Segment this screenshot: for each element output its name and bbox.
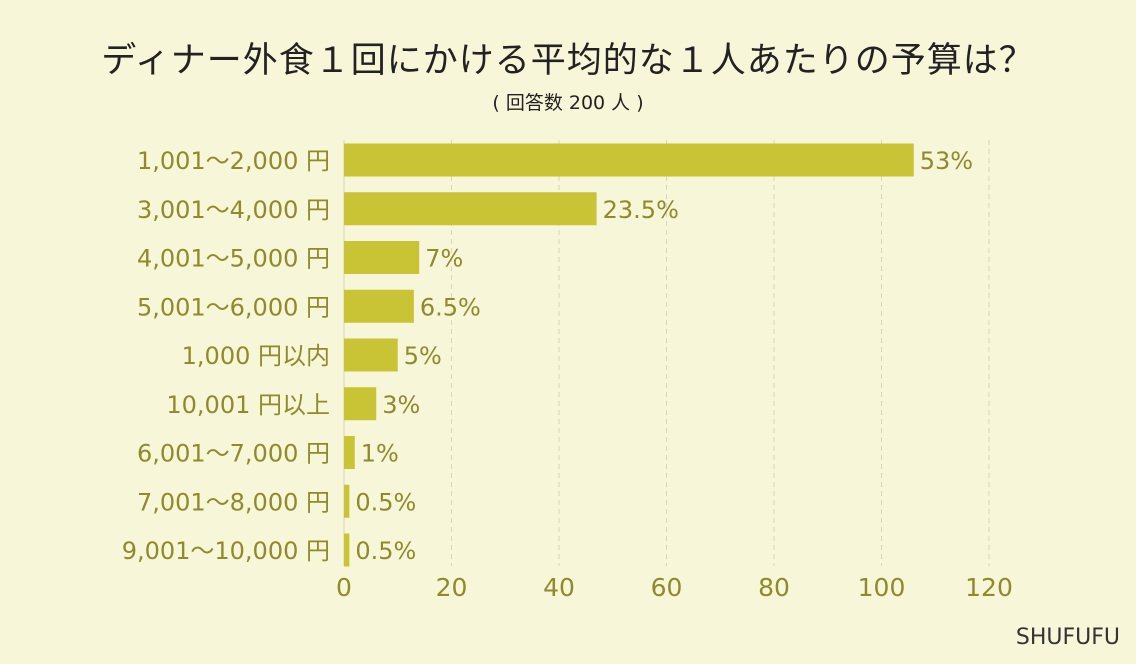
x-tick-label: 80 bbox=[758, 573, 790, 602]
bar bbox=[344, 289, 414, 323]
x-tick-label: 120 bbox=[965, 573, 1013, 602]
data-label: 6.5% bbox=[420, 293, 481, 321]
category-label: 10,001 円以上 bbox=[166, 391, 330, 419]
bar bbox=[344, 533, 350, 567]
data-label: 5% bbox=[404, 342, 442, 370]
category-label: 1,000 円以内 bbox=[182, 342, 330, 370]
chart-title: ディナー外食１回にかける平均的な１人あたりの予算は？ bbox=[101, 41, 1035, 81]
x-tick-label: 20 bbox=[436, 573, 468, 602]
chart-subtitle: ( 回答数 200 人 ) bbox=[492, 92, 644, 114]
category-label: 7,001〜8,000 円 bbox=[137, 488, 330, 516]
bar bbox=[344, 338, 398, 372]
category-label: 5,001〜6,000 円 bbox=[137, 293, 330, 321]
data-label: 23.5% bbox=[603, 196, 679, 224]
bars bbox=[344, 143, 914, 567]
category-label: 9,001〜10,000 円 bbox=[122, 537, 330, 565]
data-label: 53% bbox=[920, 147, 973, 175]
bar bbox=[344, 241, 420, 274]
bar bbox=[344, 192, 597, 226]
labels: 0 20 40 60 80 100 120 1,001〜2,000 円 53% 3,001〜4,0… bbox=[122, 147, 1013, 602]
data-label: 1% bbox=[361, 440, 399, 468]
category-label: 1,001〜2,000 円 bbox=[137, 147, 330, 175]
x-tick-label: 0 bbox=[336, 573, 352, 602]
brand-logo-text: SHUFUFU bbox=[1015, 625, 1120, 650]
bar bbox=[344, 484, 350, 518]
category-label: 6,001〜7,000 円 bbox=[137, 440, 330, 468]
bar bbox=[344, 436, 355, 469]
data-label: 0.5% bbox=[355, 488, 416, 516]
data-label: 0.5% bbox=[355, 537, 416, 565]
category-label: 4,001〜5,000 円 bbox=[137, 245, 330, 273]
bar bbox=[344, 143, 914, 177]
data-label: 3% bbox=[382, 391, 420, 419]
category-label: 3,001〜4,000 円 bbox=[137, 196, 330, 224]
x-tick-label: 100 bbox=[858, 573, 906, 602]
x-tick-label: 40 bbox=[543, 573, 575, 602]
x-tick-label: 60 bbox=[651, 573, 683, 602]
bar bbox=[344, 387, 377, 421]
data-label: 7% bbox=[425, 245, 463, 273]
